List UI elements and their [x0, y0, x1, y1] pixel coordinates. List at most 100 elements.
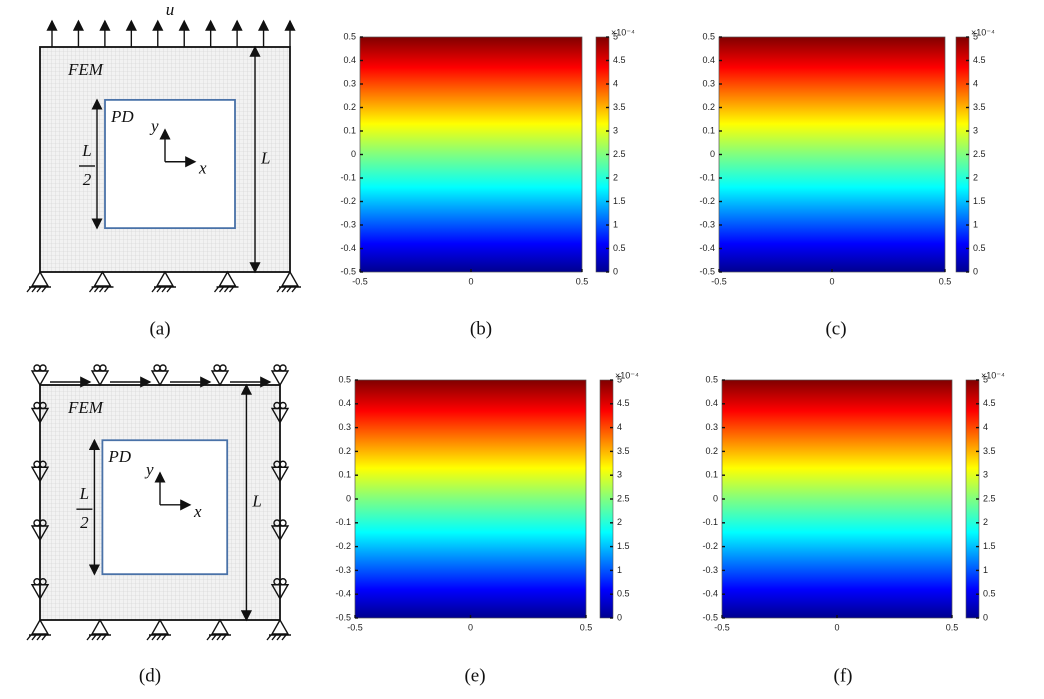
- hatch: [221, 634, 227, 641]
- y-label: y: [144, 460, 154, 479]
- half-numerator: L: [79, 484, 89, 503]
- hatch: [41, 286, 47, 293]
- x-tick-label: 0.5: [939, 276, 952, 286]
- x-tick-label: 0.5: [946, 622, 959, 632]
- support: [210, 618, 230, 635]
- colorbar-exponent: ×10⁻⁴: [611, 27, 635, 37]
- colorbar-exponent: ×10⁻⁴: [615, 370, 639, 380]
- support: [30, 618, 50, 635]
- y-tick-label: 0: [351, 149, 356, 159]
- y-tick-label: 0.1: [343, 125, 356, 135]
- hatch: [218, 286, 225, 293]
- y-tick-label: -0.2: [335, 541, 351, 551]
- colorbar-tick-label: 3: [613, 125, 618, 135]
- y-tick-label: 0.1: [702, 125, 715, 135]
- pd-domain: [104, 98, 236, 230]
- y-tick-label: -0.3: [335, 565, 351, 575]
- y-tick-label: 0.5: [705, 374, 718, 384]
- y-tick-label: 0.4: [705, 398, 718, 408]
- x-label: x: [198, 159, 207, 178]
- support: [270, 525, 290, 542]
- colorbar-tick-label: 0.5: [613, 243, 626, 253]
- colorbar-tick-label: 5: [973, 31, 978, 41]
- y-tick-label: 0.3: [343, 78, 356, 88]
- colorbar-tick-label: 3.5: [613, 102, 626, 112]
- pd-domain: [101, 439, 229, 576]
- colorbar-tick-label: 1.5: [983, 541, 996, 551]
- hatch: [31, 634, 37, 641]
- y-tick-label: -0.2: [340, 196, 356, 206]
- colorbar-tick-label: 0.5: [617, 589, 630, 599]
- hatch: [161, 286, 167, 293]
- hatch: [166, 286, 172, 293]
- colorbar-tick-label: 5: [613, 31, 618, 41]
- support: [30, 525, 50, 542]
- y-tick-label: 0: [710, 149, 715, 159]
- y-tick-label: -0.1: [335, 517, 351, 527]
- colorbar-tick-label: 2: [973, 172, 978, 182]
- y-tick-label: -0.1: [340, 172, 356, 182]
- y-tick-label: 0: [713, 493, 718, 503]
- colorbar-tick-label: 2.5: [613, 149, 626, 159]
- colorbar-tick-label: 0.5: [983, 589, 996, 599]
- hatch: [281, 634, 287, 641]
- hatch: [88, 286, 95, 293]
- y-tick-label: -0.3: [702, 565, 718, 575]
- y-tick-label: 0.3: [705, 422, 718, 432]
- x-tick-label: 0: [468, 276, 473, 286]
- hatch: [93, 286, 100, 293]
- support: [30, 584, 50, 601]
- colorbar-tick-label: 1: [973, 219, 978, 229]
- y-tick-label: 0.4: [702, 55, 715, 65]
- hatch: [151, 634, 157, 641]
- half-numerator: L: [81, 141, 91, 160]
- x-tick-label: 0: [829, 276, 834, 286]
- hatch: [213, 286, 220, 293]
- heatmap: [722, 380, 952, 618]
- colorbar-tick-label: 3.5: [983, 446, 996, 456]
- colorbar-tick-label: 1: [617, 565, 622, 575]
- hatch: [156, 286, 162, 293]
- colorbar-tick-label: 4.5: [973, 55, 986, 65]
- y-tick-label: -0.5: [702, 612, 718, 622]
- length-label: L: [260, 148, 270, 167]
- heatmap: [719, 37, 945, 272]
- caption: (b): [470, 318, 492, 339]
- hatch: [281, 286, 287, 293]
- support: [270, 466, 290, 483]
- y-tick-label: -0.4: [702, 589, 718, 599]
- y-tick-label: 0: [346, 493, 351, 503]
- y-tick-label: -0.5: [699, 266, 715, 276]
- x-tick-label: -0.5: [711, 276, 727, 286]
- roller: [279, 364, 287, 372]
- y-tick-label: 0.2: [343, 102, 356, 112]
- support: [90, 618, 110, 635]
- hatch: [161, 634, 167, 641]
- y-tick-label: 0.1: [338, 470, 351, 480]
- y-tick-label: 0.2: [338, 446, 351, 456]
- y-tick-label: 0.4: [343, 55, 356, 65]
- hatch: [276, 286, 282, 293]
- half-denominator: 2: [83, 170, 92, 189]
- pd-label: PD: [110, 107, 134, 126]
- roller: [213, 364, 221, 372]
- x-tick-label: -0.5: [714, 622, 730, 632]
- hatch: [156, 634, 162, 641]
- roller: [33, 364, 41, 372]
- y-tick-label: 0.1: [705, 470, 718, 480]
- colorbar-tick-label: 2: [617, 517, 622, 527]
- hatch: [146, 634, 152, 641]
- colorbar-tick-label: 2: [983, 517, 988, 527]
- hatch: [96, 634, 102, 641]
- support: [30, 466, 50, 483]
- y-tick-label: -0.2: [702, 541, 718, 551]
- y-tick-label: 0.2: [705, 446, 718, 456]
- caption: (c): [825, 318, 846, 339]
- y-tick-label: 0.2: [702, 102, 715, 112]
- y-tick-label: 0.5: [343, 31, 356, 41]
- roller: [93, 364, 101, 372]
- colorbar-tick-label: 3.5: [973, 102, 986, 112]
- y-tick-label: -0.1: [699, 172, 715, 182]
- y-tick-label: -0.4: [340, 243, 356, 253]
